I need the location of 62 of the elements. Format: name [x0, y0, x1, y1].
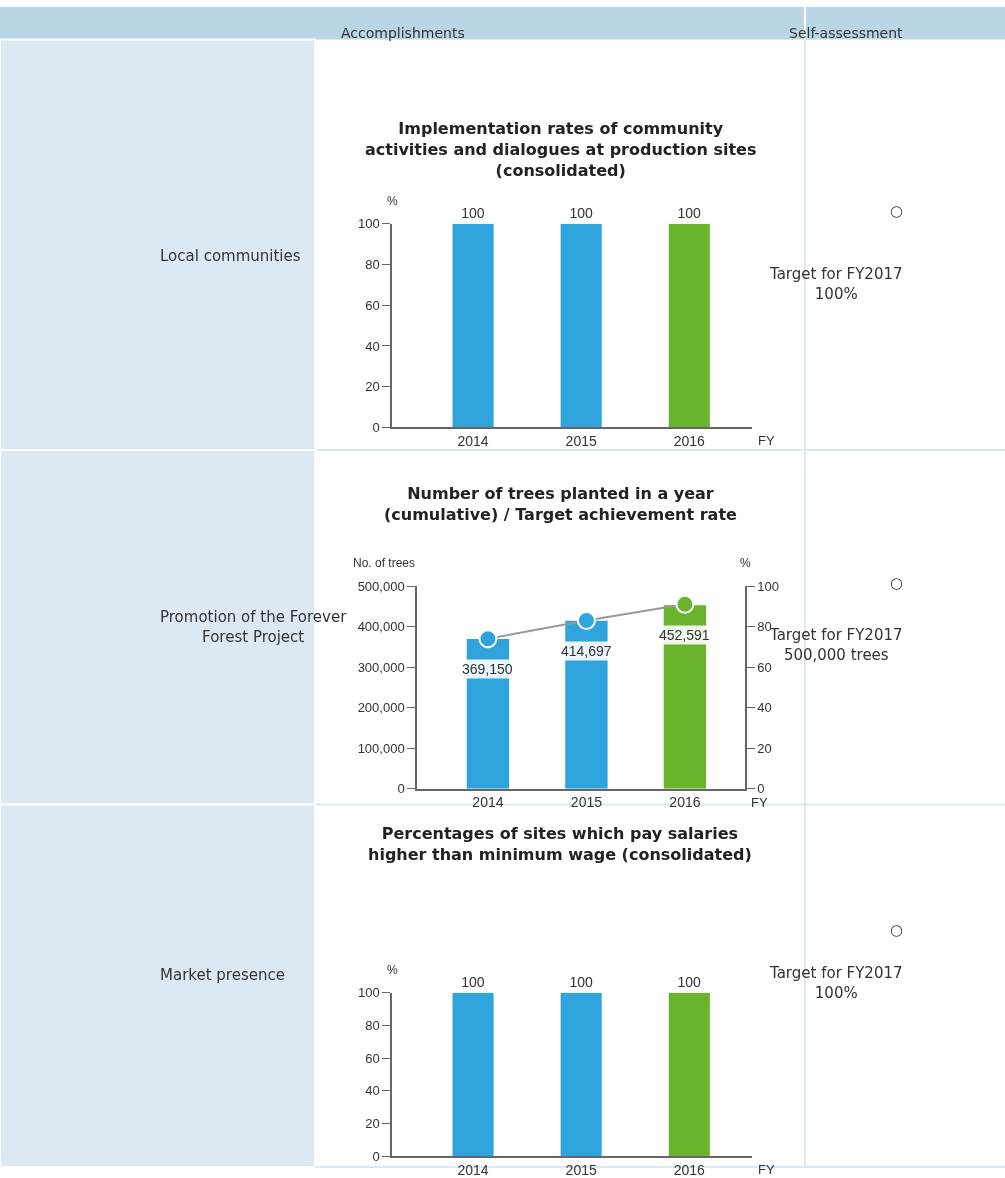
data-label: 100: [569, 973, 593, 990]
y-tick-label: 200,000: [357, 700, 405, 716]
data-label: 452,591: [659, 627, 710, 643]
data-label: 100: [569, 204, 593, 221]
data-label: 100: [677, 204, 702, 221]
y-tick-label: 300,000: [357, 659, 405, 675]
text: Local communities: [160, 247, 301, 265]
x-axis-title: FY: [758, 1162, 775, 1177]
text: Self-assessment: [789, 25, 904, 41]
y-tick-label: 80: [365, 1017, 380, 1033]
y2-tick-label: 80: [757, 619, 772, 635]
text: Accomplishments: [341, 25, 465, 41]
x-tick-label: 2016: [669, 794, 701, 811]
x-tick-label: 2015: [565, 1161, 597, 1178]
text: ○: [890, 574, 904, 592]
data-label: 369,150: [462, 661, 513, 677]
y2-tick-label: 40: [757, 700, 772, 716]
x-tick-label: 2014: [472, 794, 504, 811]
x-tick-label: 2014: [457, 433, 489, 450]
x-tick-label: 2015: [570, 794, 603, 811]
y-tick-label: 400,000: [357, 619, 405, 635]
text: Market presence: [160, 966, 285, 984]
y-tick-label: 60: [365, 1050, 380, 1066]
y2-tick-label: 0: [757, 781, 765, 797]
text: ○: [890, 202, 904, 220]
text: Target for FY2017 100%: [769, 964, 903, 1002]
y2-tick-label: 60: [757, 659, 772, 675]
x-tick-label: 2014: [457, 1161, 489, 1178]
x-tick-label: 2016: [673, 1161, 706, 1178]
y-tick-label: 100,000: [357, 740, 405, 756]
y-axis-title: No. of trees: [353, 556, 416, 570]
y2-axis-title: %: [740, 556, 751, 570]
y-tick-label: 20: [365, 1116, 380, 1132]
data-label: 100: [461, 204, 485, 221]
y-tick-label: 60: [365, 297, 380, 313]
chart-title: Implementation rates of community activities and dialogues at production sites (consolidated): [365, 119, 757, 180]
data-label: 414,697: [561, 643, 612, 659]
y-tick-label: 0: [372, 1148, 380, 1164]
y-tick-label: 20: [365, 379, 380, 395]
y-tick-label: 0: [372, 420, 380, 436]
x-axis-title: FY: [751, 795, 768, 810]
chart-title: Percentages of sites which pay salaries higher than minimum wage (consolidated): [368, 824, 752, 864]
y2-tick-label: 100: [757, 578, 780, 594]
text: Promotion of the Forever Forest Project: [160, 608, 348, 646]
data-label: 100: [461, 973, 485, 990]
y-tick-label: 40: [365, 338, 380, 354]
y-axis-title: %: [387, 963, 398, 977]
text: ○: [890, 921, 904, 939]
text: Target for FY2017 100%: [769, 265, 903, 303]
y-tick-label: 0: [397, 781, 405, 797]
y-axis-title: %: [387, 194, 398, 208]
data-label: 100: [677, 973, 702, 990]
y2-tick-label: 20: [757, 740, 772, 756]
x-axis-title: FY: [758, 433, 775, 448]
y-tick-label: 100: [357, 216, 380, 232]
chart-title: Number of trees planted in a year (cumulative) / Target achievement rate: [384, 484, 738, 524]
y-tick-label: 100: [357, 985, 380, 1001]
y-tick-label: 80: [365, 256, 380, 272]
y-tick-label: 500,000: [357, 578, 405, 594]
y-tick-label: 40: [365, 1083, 380, 1099]
x-tick-label: 2016: [673, 433, 706, 450]
x-tick-label: 2015: [565, 433, 597, 450]
